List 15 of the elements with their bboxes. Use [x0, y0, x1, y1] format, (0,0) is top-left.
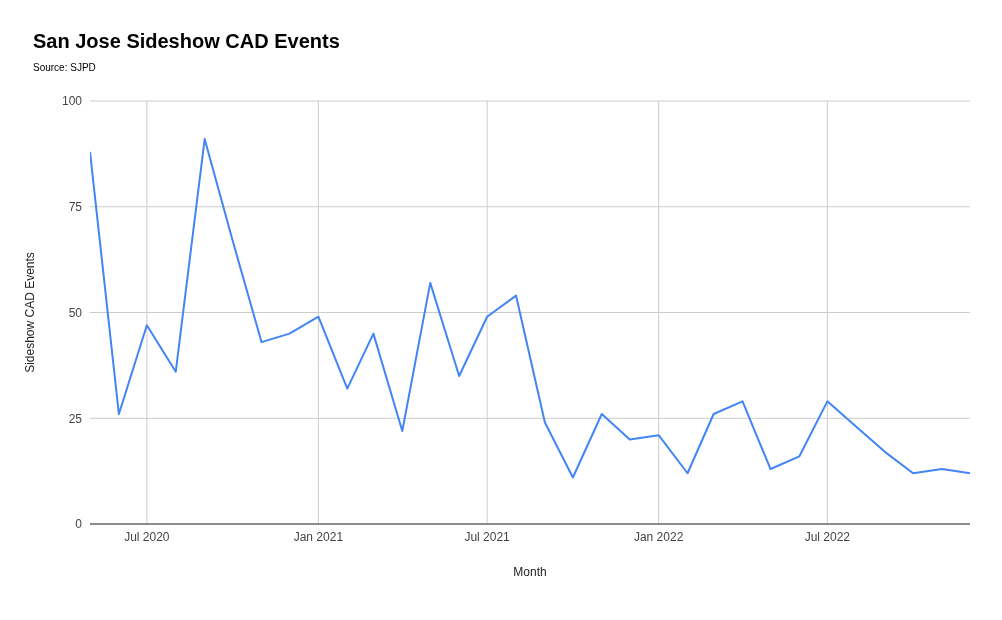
y-tick-label: 75 [68, 200, 83, 215]
y-tick-label: 50 [68, 305, 83, 320]
x-tick-label: Jan 2022 [633, 529, 684, 544]
x-tick-label: Jul 2020 [124, 529, 170, 544]
x-tick-label: Jul 2022 [804, 529, 851, 544]
y-axis-title: Sideshow CAD Events [23, 252, 38, 373]
chart-subtitle: Source: SJPD [33, 62, 96, 73]
chart-title: San Jose Sideshow CAD Events [33, 30, 340, 53]
y-tick-label: 25 [68, 411, 83, 426]
x-axis-title: Month [513, 565, 547, 579]
y-tick-label: 0 [75, 517, 83, 532]
y-tick-label: 100 [61, 94, 83, 109]
x-tick-label: Jul 2021 [464, 529, 511, 544]
line-series [90, 138, 970, 479]
x-tick-label: Jan 2021 [293, 529, 344, 544]
